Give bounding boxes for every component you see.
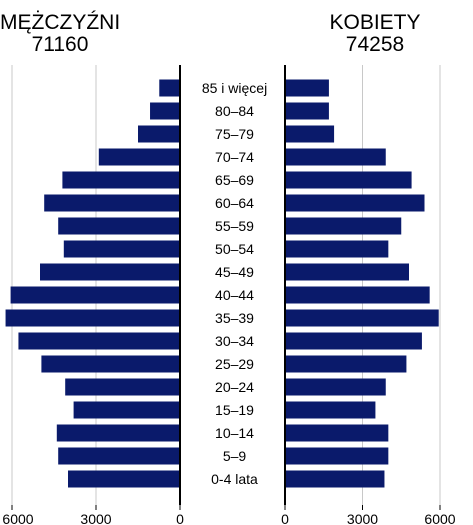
women-bar (285, 401, 376, 419)
men-tick-label: 3000 (80, 511, 111, 525)
women-bar (285, 148, 386, 166)
men-header: MĘŻCZYŹNI 71160 (0, 12, 120, 56)
women-bar (285, 240, 389, 258)
age-group-label: 15–19 (215, 402, 254, 418)
men-bar (58, 447, 181, 465)
women-bar (285, 332, 422, 350)
women-title: KOBIETY (329, 11, 421, 34)
women-header: KOBIETY 74258 (300, 12, 450, 56)
men-bar (138, 125, 180, 143)
women-bar (285, 424, 389, 442)
women-tick-label: 0 (281, 511, 289, 525)
men-bar (58, 217, 181, 235)
age-group-label: 55–59 (215, 218, 254, 234)
women-bar (285, 125, 335, 143)
women-bar (285, 355, 407, 373)
women-tick-label: 6000 (424, 511, 455, 525)
age-group-label: 50–54 (215, 241, 254, 257)
women-bar (285, 102, 329, 120)
women-bar (285, 171, 412, 189)
age-group-label: 70–74 (215, 149, 254, 165)
women-bar (285, 79, 329, 97)
age-group-label: 20–24 (215, 379, 254, 395)
age-group-label: 25–29 (215, 356, 254, 372)
men-title: MĘŻCZYŹNI (0, 11, 121, 34)
women-bar (285, 263, 409, 281)
men-bar (44, 194, 181, 212)
age-group-label: 65–69 (215, 172, 254, 188)
men-bar (41, 355, 181, 373)
men-bar (10, 286, 180, 304)
age-group-label: 85 i więcej (202, 80, 267, 96)
women-tick-label: 3000 (347, 511, 378, 525)
women-bar (285, 378, 386, 396)
men-bar (63, 240, 180, 258)
men-bar (65, 378, 180, 396)
men-bar (62, 171, 180, 189)
age-group-label: 75–79 (215, 126, 254, 142)
men-bar (68, 470, 180, 488)
age-group-label: 40–44 (215, 287, 254, 303)
women-bar (285, 309, 439, 327)
age-group-label: 60–64 (215, 195, 254, 211)
men-tick-label: 0 (176, 511, 184, 525)
age-group-label: 0-4 lata (211, 471, 258, 487)
women-bar (285, 194, 425, 212)
men-bar (56, 424, 180, 442)
men-bar (40, 263, 180, 281)
age-group-label: 30–34 (215, 333, 254, 349)
women-bar (285, 447, 389, 465)
women-total: 74258 (345, 33, 405, 56)
age-group-label: 35–39 (215, 310, 254, 326)
men-total: 71160 (31, 33, 89, 56)
men-bar (18, 332, 180, 350)
age-group-label: 5–9 (223, 448, 247, 464)
men-tick-label: 6000 (2, 511, 33, 525)
men-bar (150, 102, 180, 120)
women-bar (285, 217, 402, 235)
men-bar (159, 79, 180, 97)
age-group-label: 45–49 (215, 264, 254, 280)
women-bar (285, 286, 430, 304)
men-bar (98, 148, 180, 166)
men-bar (5, 309, 181, 327)
age-group-label: 10–14 (215, 425, 254, 441)
women-bar (285, 470, 385, 488)
men-bar (73, 401, 180, 419)
age-group-label: 80–84 (215, 103, 254, 119)
